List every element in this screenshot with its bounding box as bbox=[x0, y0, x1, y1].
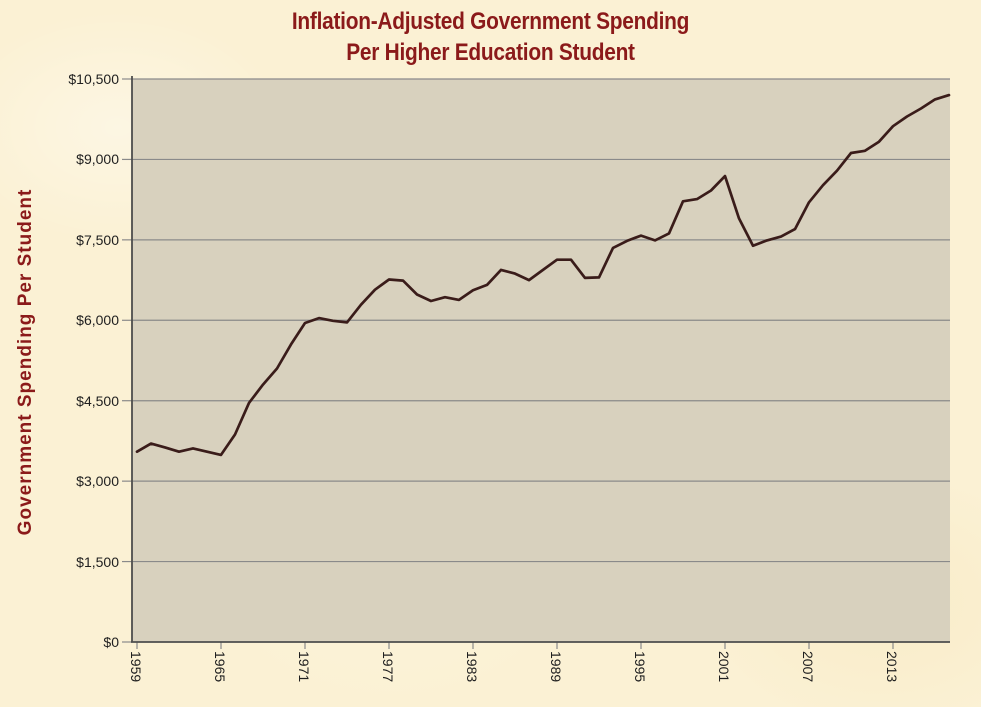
chart-title: Inflation-Adjusted Government Spending P… bbox=[64, 6, 917, 68]
plot-background bbox=[132, 79, 950, 642]
spending-line bbox=[135, 93, 951, 457]
chart-title-line2: Per Higher Education Student bbox=[346, 39, 635, 66]
chart-title-line1: Inflation-Adjusted Government Spending bbox=[291, 8, 690, 35]
